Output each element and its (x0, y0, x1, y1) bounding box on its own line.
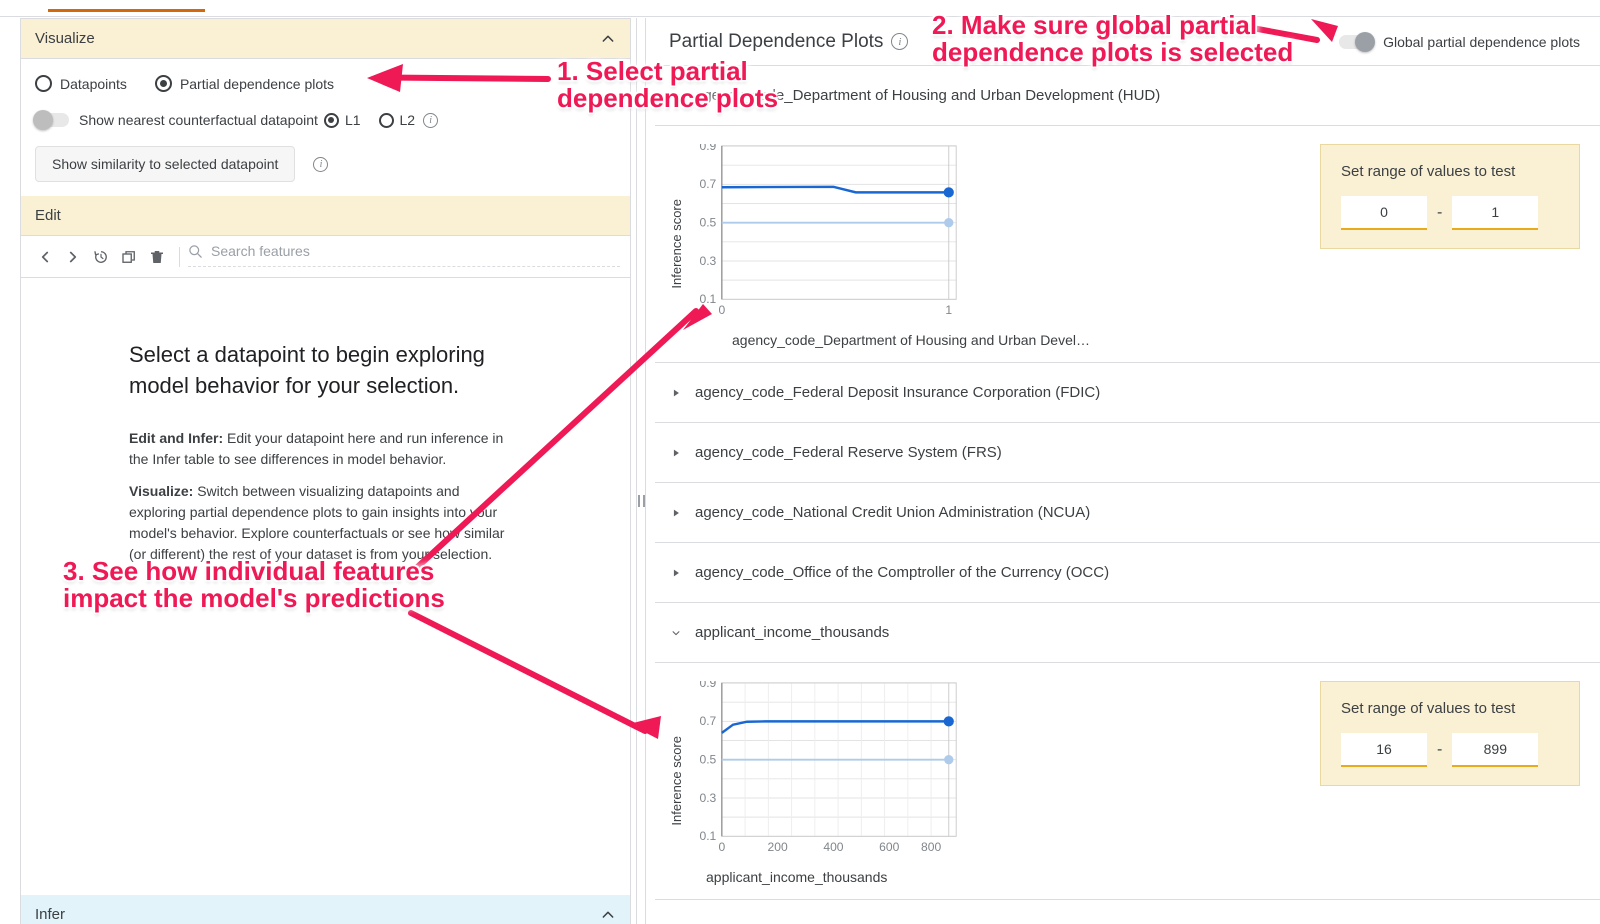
svg-text:200: 200 (768, 840, 788, 854)
svg-text:0: 0 (718, 840, 725, 854)
svg-text:0.1: 0.1 (699, 292, 716, 306)
svg-text:0.3: 0.3 (699, 791, 716, 805)
svg-text:0.1: 0.1 (699, 829, 716, 843)
svg-text:1: 1 (945, 303, 952, 317)
svg-text:400: 400 (823, 840, 843, 854)
svg-text:800: 800 (921, 840, 941, 854)
svg-text:600: 600 (879, 840, 899, 854)
svg-text:0.3: 0.3 (699, 254, 716, 268)
svg-text:0: 0 (718, 303, 725, 317)
svg-text:0.7: 0.7 (699, 714, 716, 728)
svg-text:0.7: 0.7 (699, 177, 716, 191)
svg-text:0.5: 0.5 (699, 752, 716, 766)
svg-text:0.9: 0.9 (699, 144, 716, 153)
svg-text:0.9: 0.9 (699, 681, 716, 690)
svg-text:0.5: 0.5 (699, 215, 716, 229)
